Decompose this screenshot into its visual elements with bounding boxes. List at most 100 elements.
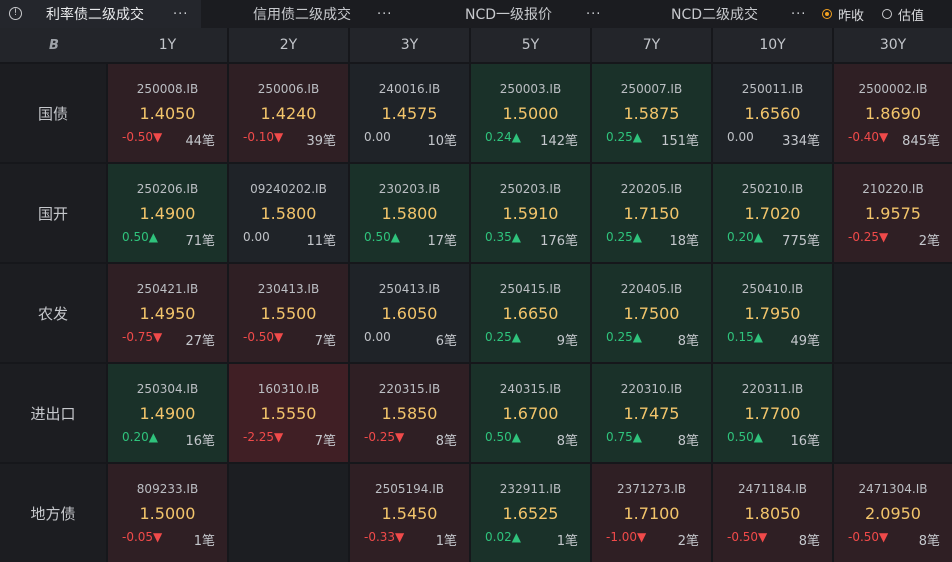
yield-value: 1.5450 xyxy=(381,504,438,523)
quote-cell[interactable]: 250210.IB 1.7020 0.20▲ 775笔 xyxy=(713,164,832,262)
quote-cell[interactable]: 250007.IB 1.5875 0.25▲ 151笔 xyxy=(592,64,711,162)
quote-cell[interactable]: 250008.IB 1.4050 -0.50▼ 44笔 xyxy=(108,64,227,162)
trade-count: 44笔 xyxy=(185,134,215,149)
tab-label: NCD二级成交 xyxy=(671,7,759,23)
tab-credit-secondary[interactable]: 信用债二级成交 ··· xyxy=(201,0,407,28)
quote-cell[interactable]: 2471184.IB 1.8050 -0.50▼ 8笔 xyxy=(713,464,832,562)
bond-code: 250203.IB xyxy=(499,182,562,196)
quote-cell[interactable]: 240016.IB 1.4575 0.00 10笔 xyxy=(350,64,469,162)
quote-cell[interactable]: 250203.IB 1.5910 0.35▲ 176笔 xyxy=(471,164,590,262)
radio-icon[interactable] xyxy=(882,9,892,19)
bond-code: 250304.IB xyxy=(136,382,199,396)
yield-change: 0.50▲ xyxy=(364,230,400,244)
quote-cell[interactable]: 250415.IB 1.6650 0.25▲ 9笔 xyxy=(471,264,590,362)
quote-cell[interactable]: 230413.IB 1.5500 -0.50▼ 7笔 xyxy=(229,264,348,362)
bond-code: 240016.IB xyxy=(378,82,441,96)
quote-cell[interactable]: 2500002.IB 1.8690 -0.40▼ 845笔 xyxy=(834,64,952,162)
quote-cell[interactable]: 250304.IB 1.4900 0.20▲ 16笔 xyxy=(108,364,227,462)
yield-change: 0.50▲ xyxy=(727,430,763,444)
tab-ncd-primary[interactable]: NCD一级报价 ··· xyxy=(410,0,616,28)
tab-ncd-secondary[interactable]: NCD二级成交 ··· xyxy=(616,0,814,28)
radio-selected-icon[interactable] xyxy=(822,9,832,19)
radio-label: 昨收 xyxy=(838,8,865,24)
quote-cell[interactable]: 2471304.IB 2.0950 -0.50▼ 8笔 xyxy=(834,464,952,562)
row-label: 进出口 xyxy=(0,364,106,462)
trade-count: 1笔 xyxy=(193,534,215,549)
bond-code: 250210.IB xyxy=(741,182,804,196)
bond-code: 230413.IB xyxy=(257,282,320,296)
info-icon[interactable]: ! xyxy=(9,7,22,20)
yield-change: 0.00 xyxy=(727,130,754,144)
bond-code: 160310.IB xyxy=(257,382,320,396)
quote-cell[interactable]: 240315.IB 1.6700 0.50▲ 8笔 xyxy=(471,364,590,462)
quote-cell[interactable]: 09240202.IB 1.5800 0.00 11笔 xyxy=(229,164,348,262)
quote-cell[interactable]: 230203.IB 1.5800 0.50▲ 17笔 xyxy=(350,164,469,262)
bond-code: 250410.IB xyxy=(741,282,804,296)
radio-valuation[interactable]: 估值 xyxy=(882,4,924,24)
quote-cell[interactable]: 232911.IB 1.6525 0.02▲ 1笔 xyxy=(471,464,590,562)
tab-rates-secondary[interactable]: ! 利率债二级成交 ··· xyxy=(0,0,201,28)
quote-cell[interactable]: 250413.IB 1.6050 0.00 6笔 xyxy=(350,264,469,362)
quote-cell[interactable]: 220315.IB 1.5850 -0.25▼ 8笔 xyxy=(350,364,469,462)
brand-logo-icon: B xyxy=(49,37,59,53)
trade-count: 16笔 xyxy=(790,434,820,449)
quote-cell[interactable]: 220405.IB 1.7500 0.25▲ 8笔 xyxy=(592,264,711,362)
quote-cell[interactable]: 809233.IB 1.5000 -0.05▼ 1笔 xyxy=(108,464,227,562)
quote-cell[interactable]: 250006.IB 1.4240 -0.10▼ 39笔 xyxy=(229,64,348,162)
column-header: 10Y xyxy=(713,28,832,62)
row-label: 国开 xyxy=(0,164,106,262)
yield-value: 1.5910 xyxy=(502,204,559,223)
bond-code: 232911.IB xyxy=(499,482,562,496)
yield-change: -2.25▼ xyxy=(243,430,284,444)
yield-change: -0.25▼ xyxy=(364,430,405,444)
more-icon[interactable]: ··· xyxy=(173,6,189,22)
more-icon[interactable]: ··· xyxy=(791,6,807,22)
quote-cell[interactable]: 220311.IB 1.7700 0.50▲ 16笔 xyxy=(713,364,832,462)
more-icon[interactable]: ··· xyxy=(377,6,393,22)
quote-cell[interactable]: 220310.IB 1.7475 0.75▲ 8笔 xyxy=(592,364,711,462)
yield-value: 1.8690 xyxy=(865,104,921,123)
yield-change: -0.25▼ xyxy=(848,230,889,244)
quote-cell[interactable]: 2371273.IB 1.7100 -1.00▼ 2笔 xyxy=(592,464,711,562)
yield-change: -0.50▼ xyxy=(243,330,284,344)
bond-code: 09240202.IB xyxy=(250,182,327,196)
yield-value: 1.7475 xyxy=(623,404,680,423)
trade-count: 7笔 xyxy=(314,334,336,349)
yield-value: 1.7100 xyxy=(623,504,680,523)
bond-code: 2471304.IB xyxy=(858,482,928,496)
quote-cell[interactable]: 250421.IB 1.4950 -0.75▼ 27笔 xyxy=(108,264,227,362)
bond-code: 230203.IB xyxy=(378,182,441,196)
tab-bar: ! 利率债二级成交 ··· 信用债二级成交 ··· NCD一级报价 ··· NC… xyxy=(0,0,952,28)
quote-cell[interactable]: 210220.IB 1.9575 -0.25▼ 2笔 xyxy=(834,164,952,262)
quote-cell[interactable]: 250206.IB 1.4900 0.50▲ 71笔 xyxy=(108,164,227,262)
quote-grid: B 1Y 2Y 3Y 5Y 7Y 10Y 30Y 国债 250008.IB 1.4050 -0.50… xyxy=(0,28,952,562)
yield-value: 1.4900 xyxy=(139,204,196,223)
yield-value: 1.4900 xyxy=(139,404,196,423)
yield-change: -0.75▼ xyxy=(122,330,163,344)
radio-label: 估值 xyxy=(898,8,925,24)
yield-change: -0.50▼ xyxy=(848,530,889,544)
yield-value: 1.5000 xyxy=(502,104,559,123)
quote-cell[interactable]: 250003.IB 1.5000 0.24▲ 142笔 xyxy=(471,64,590,162)
yield-change: 0.25▲ xyxy=(606,230,642,244)
bond-code: 2371273.IB xyxy=(616,482,687,496)
quote-cell[interactable]: 250410.IB 1.7950 0.15▲ 49笔 xyxy=(713,264,832,362)
radio-prev-close[interactable]: 昨收 xyxy=(822,4,864,24)
yield-change: -0.40▼ xyxy=(848,130,889,144)
quote-cell[interactable]: 160310.IB 1.5550 -2.25▼ 7笔 xyxy=(229,364,348,462)
more-icon[interactable]: ··· xyxy=(586,6,602,22)
tab-label: NCD一级报价 xyxy=(465,7,553,23)
trade-count: 334笔 xyxy=(782,134,820,149)
yield-value: 1.4240 xyxy=(260,104,317,123)
yield-change: -0.33▼ xyxy=(364,530,405,544)
yield-change: 0.00 xyxy=(364,130,391,144)
quote-cell[interactable]: 2505194.IB 1.5450 -0.33▼ 1笔 xyxy=(350,464,469,562)
yield-change: -0.05▼ xyxy=(122,530,163,544)
yield-value: 1.4050 xyxy=(139,104,196,123)
trade-count: 8笔 xyxy=(798,534,820,549)
bond-code: 220405.IB xyxy=(620,282,683,296)
quote-cell[interactable]: 220205.IB 1.7150 0.25▲ 18笔 xyxy=(592,164,711,262)
yield-value: 1.5875 xyxy=(623,104,680,123)
quote-cell[interactable]: 250011.IB 1.6560 0.00 334笔 xyxy=(713,64,832,162)
column-header: 3Y xyxy=(350,28,469,62)
